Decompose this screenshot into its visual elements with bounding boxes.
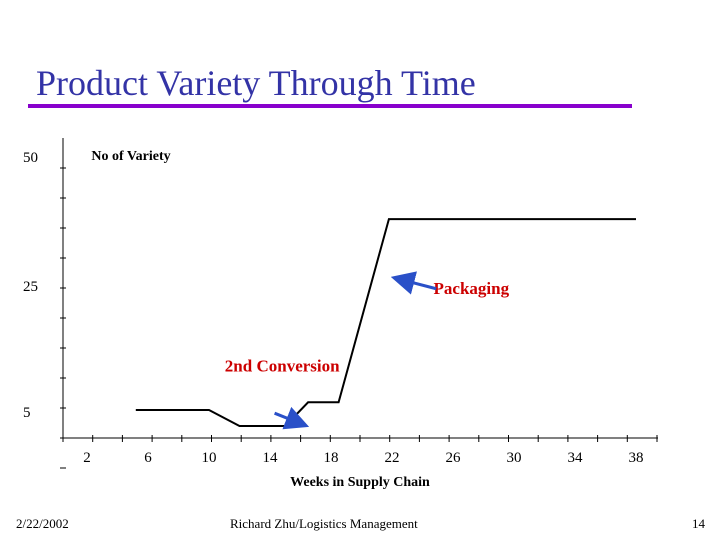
x-tick-label: 34: [568, 450, 584, 466]
x-tick-label: 30: [507, 450, 522, 466]
x-tick-label: 18: [324, 450, 339, 466]
footer-author: Richard Zhu/Logistics Management: [230, 516, 418, 531]
annotation-arrow: [274, 406, 310, 430]
x-tick-label: 2: [83, 450, 91, 466]
annotation-label: 2nd Conversion: [225, 356, 340, 375]
y-tick-label: 25: [23, 279, 38, 295]
series-line: [135, 218, 636, 427]
x-tick-label: 38: [629, 450, 644, 466]
x-tick-label: 26: [446, 450, 462, 466]
x-tick-label: 6: [144, 450, 152, 466]
annotation-arrow: [390, 271, 437, 295]
y-axis-title: No of Variety: [91, 149, 170, 164]
x-tick-label: 14: [263, 450, 279, 466]
y-tick-label: 50: [23, 150, 38, 166]
footer-page-number: 14: [692, 516, 705, 531]
x-tick-label: 10: [202, 450, 217, 466]
y-tick-label: 5: [23, 405, 31, 421]
x-tick-label: 22: [385, 450, 400, 466]
annotation-label: Packaging: [434, 279, 510, 298]
footer-date: 2/22/2002: [16, 516, 69, 531]
x-axis-title: Weeks in Supply Chain: [290, 475, 430, 490]
slide-title: Product Variety Through Time: [36, 63, 476, 103]
title-underline: [28, 104, 632, 108]
